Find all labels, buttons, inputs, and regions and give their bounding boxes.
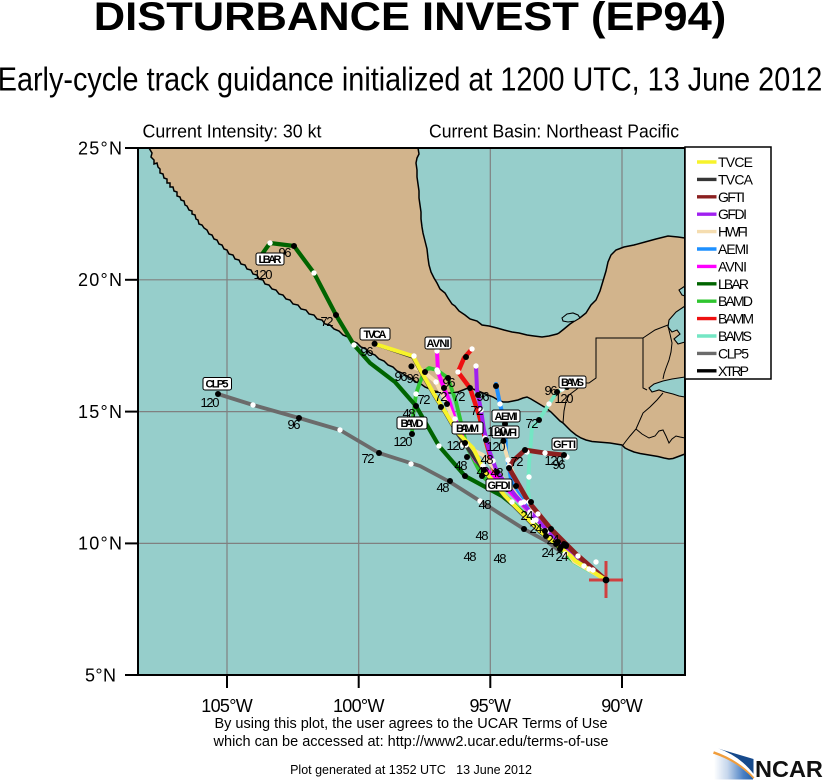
svg-text:BAMM: BAMM (718, 311, 754, 327)
svg-text:96: 96 (407, 371, 420, 386)
svg-text:Current Basin: Northeast Pacif: Current Basin: Northeast Pacific (429, 122, 679, 142)
svg-text:120: 120 (394, 434, 413, 449)
svg-text:BAMD: BAMD (718, 293, 753, 309)
svg-text:AEMI: AEMI (495, 411, 518, 423)
svg-text:NCAR: NCAR (755, 756, 823, 780)
svg-text:AVNI: AVNI (718, 258, 747, 274)
svg-text:BAMS: BAMS (561, 377, 584, 389)
svg-text:TVCA: TVCA (718, 171, 754, 187)
svg-text:24: 24 (547, 532, 560, 547)
svg-text:HWFI: HWFI (718, 224, 748, 240)
svg-text:120: 120 (555, 391, 574, 406)
svg-text:72: 72 (453, 389, 466, 404)
svg-text:24: 24 (542, 545, 555, 560)
svg-text:72: 72 (435, 389, 448, 404)
svg-text:48: 48 (437, 480, 450, 495)
svg-text:48: 48 (491, 465, 504, 480)
svg-text:72: 72 (526, 416, 539, 431)
svg-text:15°N: 15°N (78, 402, 122, 422)
svg-text:95°W: 95°W (470, 696, 512, 716)
svg-text:90°W: 90°W (601, 696, 643, 716)
svg-text:24: 24 (530, 521, 543, 536)
svg-text:96: 96 (553, 457, 566, 472)
svg-text:AVNI: AVNI (427, 338, 450, 350)
svg-text:120: 120 (201, 395, 220, 410)
svg-text:which can be accessed at: http: which can be accessed at: http://www2.uc… (213, 734, 609, 750)
svg-text:Current Intensity: 30 kt: Current Intensity: 30 kt (143, 122, 322, 142)
svg-text:72: 72 (471, 403, 484, 418)
svg-text:96: 96 (545, 383, 558, 398)
svg-text:LBAR: LBAR (718, 276, 749, 292)
svg-text:BAMS: BAMS (718, 328, 752, 344)
svg-text:96: 96 (395, 369, 408, 384)
svg-text:HWFI: HWFI (494, 427, 517, 439)
svg-text:120: 120 (254, 267, 273, 282)
svg-text:AEMI: AEMI (718, 241, 749, 257)
svg-text:96: 96 (288, 417, 301, 432)
svg-text:BAMM: BAMM (456, 423, 479, 435)
svg-text:GFDI: GFDI (488, 480, 511, 492)
svg-text:48: 48 (476, 528, 489, 543)
svg-text:CLP5: CLP5 (718, 345, 749, 361)
svg-text:72: 72 (418, 392, 431, 407)
svg-text:Plot generated at 1352 UTC 1: Plot generated at 1352 UTC 13 June 2012 (290, 763, 532, 777)
svg-text:120: 120 (488, 424, 507, 439)
svg-text:TVCE: TVCE (718, 154, 753, 170)
svg-text:96: 96 (477, 389, 490, 404)
svg-text:XTRP: XTRP (718, 363, 749, 379)
svg-text:48: 48 (481, 452, 494, 467)
svg-text:CLP5: CLP5 (206, 379, 229, 391)
svg-text:24: 24 (556, 549, 569, 564)
svg-text:48: 48 (477, 464, 490, 479)
svg-text:5°N: 5°N (85, 665, 116, 685)
svg-text:LBAR: LBAR (259, 254, 282, 266)
svg-text:120: 120 (447, 438, 466, 453)
svg-text:72: 72 (321, 314, 334, 329)
svg-text:48: 48 (494, 551, 507, 566)
svg-text:By using this plot, the user a: By using this plot, the user agrees to t… (214, 716, 607, 732)
svg-text:96: 96 (443, 375, 456, 390)
svg-text:72: 72 (511, 454, 524, 469)
svg-text:GFTI: GFTI (718, 189, 745, 205)
svg-text:BAMD: BAMD (401, 418, 424, 430)
svg-text:TVCA: TVCA (364, 329, 387, 341)
svg-text:Early-cycle track guidance ini: Early-cycle track guidance initialized a… (0, 60, 822, 97)
svg-text:48: 48 (479, 497, 492, 512)
svg-text:120: 120 (487, 439, 506, 454)
svg-text:105°W: 105°W (201, 696, 253, 716)
svg-text:24: 24 (521, 508, 534, 523)
svg-text:GFTI: GFTI (553, 439, 576, 451)
svg-text:96: 96 (361, 344, 374, 359)
svg-text:100°W: 100°W (333, 696, 385, 716)
svg-text:DISTURBANCE INVEST (EP94): DISTURBANCE INVEST (EP94) (94, 0, 726, 39)
svg-text:25°N: 25°N (78, 138, 122, 158)
svg-text:120: 120 (545, 453, 564, 468)
svg-text:GFDI: GFDI (718, 206, 747, 222)
svg-text:10°N: 10°N (78, 534, 122, 554)
svg-text:20°N: 20°N (78, 270, 122, 290)
svg-text:48: 48 (455, 458, 468, 473)
svg-text:72: 72 (362, 451, 375, 466)
svg-text:48: 48 (464, 549, 477, 564)
